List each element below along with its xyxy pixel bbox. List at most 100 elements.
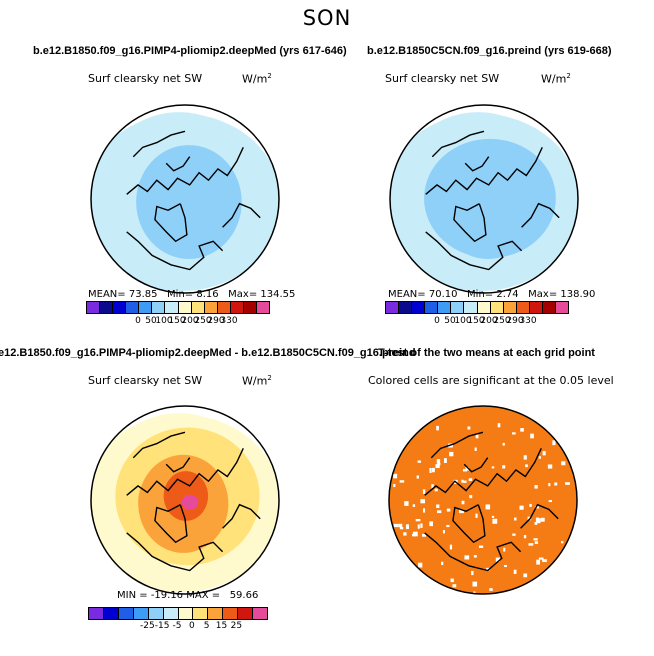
nonsignificant-cell [415,518,421,522]
colorbar-tick-label: 0 [188,621,195,631]
panel3-units: W/m2 [242,374,272,388]
nonsignificant-cell [429,467,432,473]
colorbar-swatch [163,608,179,619]
colorbar-swatch [243,302,258,313]
panel1-stats: MEAN= 73.85 Min= 8.16 Max= 134.55 [88,289,296,300]
nonsignificant-cell [471,570,474,576]
nonsignificant-cell [529,503,532,507]
nonsignificant-cell [422,533,427,537]
panel1-title: b.e12.B1850.f09_g16.PIMP4-pliomip2.deepM… [33,45,347,57]
significance-field [389,406,577,594]
colorbar-tick-label: 100 [454,316,472,326]
field-contour [181,193,199,209]
colorbar-swatch [178,302,192,313]
nonsignificant-cell [475,513,478,518]
nonsignificant-cell [491,466,495,469]
colorbar-tick-label: 200 [181,316,199,326]
colorbar-swatch [230,302,244,313]
colorbar-tick-label: 150 [168,316,186,326]
colorbar-swatch [103,608,119,619]
nonsignificant-cell [535,517,539,523]
nonsignificant-cell [486,567,490,571]
nonsignificant-cell [561,461,566,466]
colorbar-swatch [113,302,127,313]
colorbar-tick-label: -5 [172,621,182,631]
nonsignificant-cell [436,425,439,431]
nonsignificant-cell [420,499,426,504]
nonsignificant-cell [561,541,564,544]
colorbar-swatch [386,302,400,313]
map-field [91,112,279,292]
nonsignificant-cell [552,440,556,446]
colorbar-tick-label: 150 [467,316,485,326]
nonsignificant-cell [412,534,417,537]
coastline [431,130,485,158]
nonsignificant-cell [540,517,545,522]
panel2-map [389,104,579,294]
map-boundary [389,104,579,294]
nonsignificant-cell [472,581,478,587]
nonsignificant-cell [528,543,534,546]
panel1-colorbar [86,301,270,314]
colorbar-swatch [87,302,101,313]
nonsignificant-cell [403,532,407,536]
colorbar-tick-label: 100 [155,316,173,326]
nonsignificant-cell [475,434,479,439]
nonsignificant-cell [412,504,416,507]
colorbar-swatch [516,302,530,313]
colorbar-swatch [477,302,491,313]
colorbar-swatch [542,302,557,313]
coastline [430,431,484,459]
panel2-colorbar [385,301,569,314]
colorbar-tick-label: -15 [154,621,170,631]
nonsignificant-cell [489,588,493,591]
nonsignificant-cell [422,489,426,494]
nonsignificant-cell [449,451,454,457]
coastline [521,202,560,228]
nonsignificant-cell [458,509,464,514]
panel2-variable: Surf clearsky net SW [385,72,500,85]
nonsignificant-cell [446,524,450,528]
colorbar-swatch [399,302,413,313]
figure-title: SON [302,6,352,30]
nonsignificant-cell [431,484,434,489]
nonsignificant-cell [523,455,527,460]
panel1-map [90,104,280,294]
colorbar-tick-label: 50 [145,316,157,326]
colorbar-swatch [257,302,270,313]
colorbar-swatch [89,608,104,619]
colorbar-swatch [529,302,543,313]
nonsignificant-cell [513,569,517,574]
nonsignificant-cell [512,533,516,536]
colorbar-swatch [139,302,153,313]
nonsignificant-cell [442,530,445,534]
nonsignificant-cell [450,578,454,583]
nonsignificant-cell [512,432,516,435]
colorbar-swatch [223,608,239,619]
nonsignificant-cell [438,462,441,466]
panel2-colorbar-ticks: 0 50 100 150 200 250 290 330 [385,316,569,328]
panel3-stats: MIN = -19.16 MAX = 59.66 [117,590,259,601]
nonsignificant-cell [423,508,426,513]
nonsignificant-cell [393,523,399,528]
nonsignificant-cell [492,518,498,524]
colorbar-tick-label: 50 [444,316,456,326]
nonsignificant-cell [465,467,470,471]
nonsignificant-cell [534,485,538,489]
coastline [424,532,522,572]
nonsignificant-cell [452,584,457,588]
colorbar-swatch [148,608,164,619]
nonsignificant-cell [542,559,547,563]
colorbar-tick-label: 15 [215,621,228,631]
nonsignificant-cell [417,524,420,529]
colorbar-swatch [425,302,439,313]
nonsignificant-cell [474,447,477,451]
colorbar-swatch [191,302,205,313]
nonsignificant-cell [417,460,422,463]
panel2-stats: MEAN= 70.10 Min= 2.74 Max= 138.90 [388,289,596,300]
colorbar-swatch [152,302,166,313]
nonsignificant-cell [485,504,491,510]
panel3-variable: Surf clearsky net SW [88,374,203,387]
coastline [154,203,188,243]
nonsignificant-cell [469,495,473,499]
